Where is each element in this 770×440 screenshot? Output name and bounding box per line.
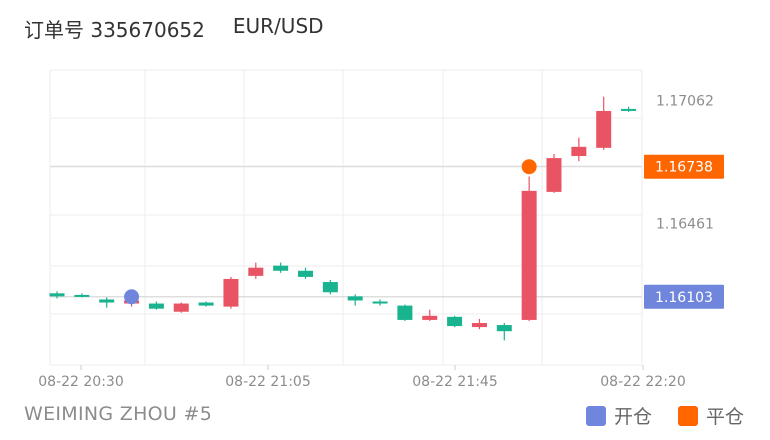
legend-label-open: 开仓: [613, 406, 652, 428]
candle-body: [496, 325, 512, 332]
x-tick-label: 08-22 20:30: [38, 374, 123, 390]
x-tick-label: 08-22 21:05: [225, 374, 310, 390]
price-badge-label-close: 1.16738: [655, 160, 713, 176]
candle-body: [49, 293, 65, 297]
candle-body: [471, 323, 487, 328]
symbol-label: EUR/USD: [232, 14, 324, 38]
legend-item-close[interactable]: 平仓: [677, 402, 744, 429]
legend-item-open[interactable]: 开仓: [585, 402, 652, 429]
account-label: WEIMING ZHOU #5: [24, 403, 213, 425]
candle-body: [621, 108, 637, 111]
candle-body: [99, 299, 115, 303]
candle-body: [322, 282, 338, 293]
order-number: 订单号 335670652: [24, 18, 205, 42]
candle-body: [521, 190, 537, 320]
candle-body: [273, 265, 289, 271]
legend-swatch-close: [677, 405, 698, 426]
candle-body: [422, 315, 438, 320]
page-title: 订单号 335670652 EUR/USD: [24, 14, 324, 43]
candle-body: [248, 267, 264, 276]
y-tick-label: 1.17062: [656, 93, 714, 109]
y-tick-label: 1.16461: [656, 216, 714, 232]
candle-body: [546, 158, 562, 192]
candle-body: [596, 110, 612, 148]
candle-body: [198, 302, 214, 306]
x-tick-label: 08-22 22:20: [600, 374, 685, 390]
x-tick-label: 08-22 21:45: [412, 374, 497, 390]
price-badge-close: [644, 154, 724, 179]
legend: 开仓 平仓: [570, 402, 744, 429]
candlestick-chart[interactable]: 1.17062 1.16461 1.16103 1.16738 08-22 20:30 0…: [0, 0, 770, 400]
candle-body: [173, 303, 189, 312]
candle-body: [298, 270, 313, 277]
close-position-marker: [521, 159, 537, 175]
candle-body: [372, 301, 388, 304]
candle-body: [223, 278, 239, 307]
price-badge-label-open: 1.16103: [655, 290, 713, 306]
candle-body: [397, 305, 413, 320]
legend-label-close: 平仓: [705, 406, 744, 428]
candle-body: [571, 146, 587, 157]
candle-body: [447, 316, 463, 327]
candle-body: [74, 294, 90, 297]
open-position-marker: [124, 289, 140, 305]
legend-swatch-open: [585, 405, 606, 426]
candle-body: [347, 296, 363, 301]
candle-body: [148, 303, 164, 309]
price-badge-open: [644, 284, 724, 309]
